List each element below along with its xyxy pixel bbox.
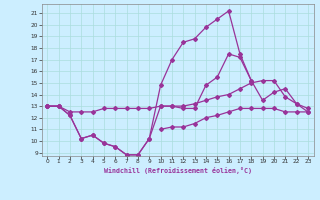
X-axis label: Windchill (Refroidissement éolien,°C): Windchill (Refroidissement éolien,°C) xyxy=(104,167,252,174)
